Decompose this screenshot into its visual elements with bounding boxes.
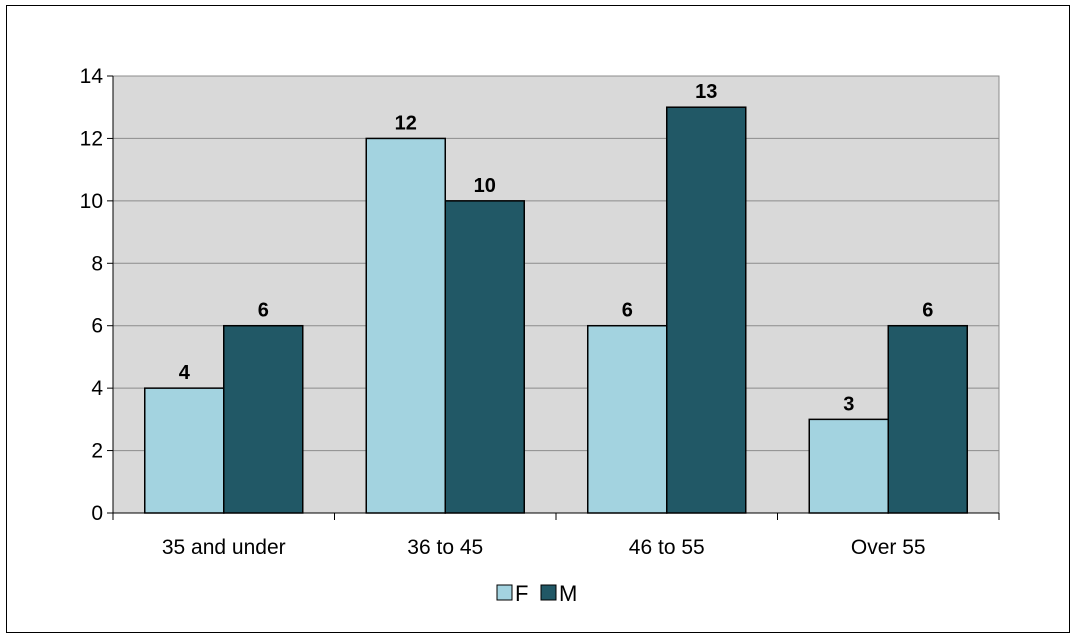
category-label: 35 and under <box>162 536 286 559</box>
data-label: 10 <box>474 175 496 197</box>
category-label: 46 to 55 <box>629 536 705 559</box>
category-label: 36 to 45 <box>407 536 483 559</box>
y-tick-label: 12 <box>80 127 103 150</box>
y-tick-label: 6 <box>91 315 103 338</box>
bar-m-1 <box>444 200 525 514</box>
legend-swatch-f <box>496 584 513 601</box>
bar-m-2 <box>666 106 747 514</box>
y-tick-label: 0 <box>91 502 103 525</box>
labels: 0 2 4 6 8 10 12 14 4 6 35 and under 12 10 36 to 45 6 13… <box>80 65 934 559</box>
data-label: 6 <box>922 300 933 322</box>
data-label: 4 <box>179 362 191 384</box>
y-tick-label: 14 <box>80 65 104 88</box>
y-tick-label: 8 <box>91 252 103 275</box>
data-label: 6 <box>258 300 269 322</box>
y-tick-label: 4 <box>91 377 103 400</box>
legend-label-f: F <box>515 581 528 606</box>
bar-m-0 <box>223 324 304 514</box>
bar-f-2 <box>587 324 668 514</box>
data-label: 6 <box>622 300 633 322</box>
axes <box>107 75 1000 520</box>
data-label: 3 <box>843 393 854 415</box>
category-label: Over 55 <box>851 536 926 559</box>
legend-label-m: M <box>559 581 577 606</box>
data-label: 13 <box>695 81 717 103</box>
bar-f-3 <box>808 418 889 514</box>
bar-f-0 <box>144 387 225 514</box>
legend-swatch-m <box>540 584 557 601</box>
bar-f-1 <box>365 137 446 514</box>
bar-m-3 <box>887 324 968 514</box>
data-label: 12 <box>395 112 417 134</box>
y-tick-label: 2 <box>91 440 103 463</box>
y-tick-label: 10 <box>80 190 103 213</box>
bars <box>144 106 968 514</box>
